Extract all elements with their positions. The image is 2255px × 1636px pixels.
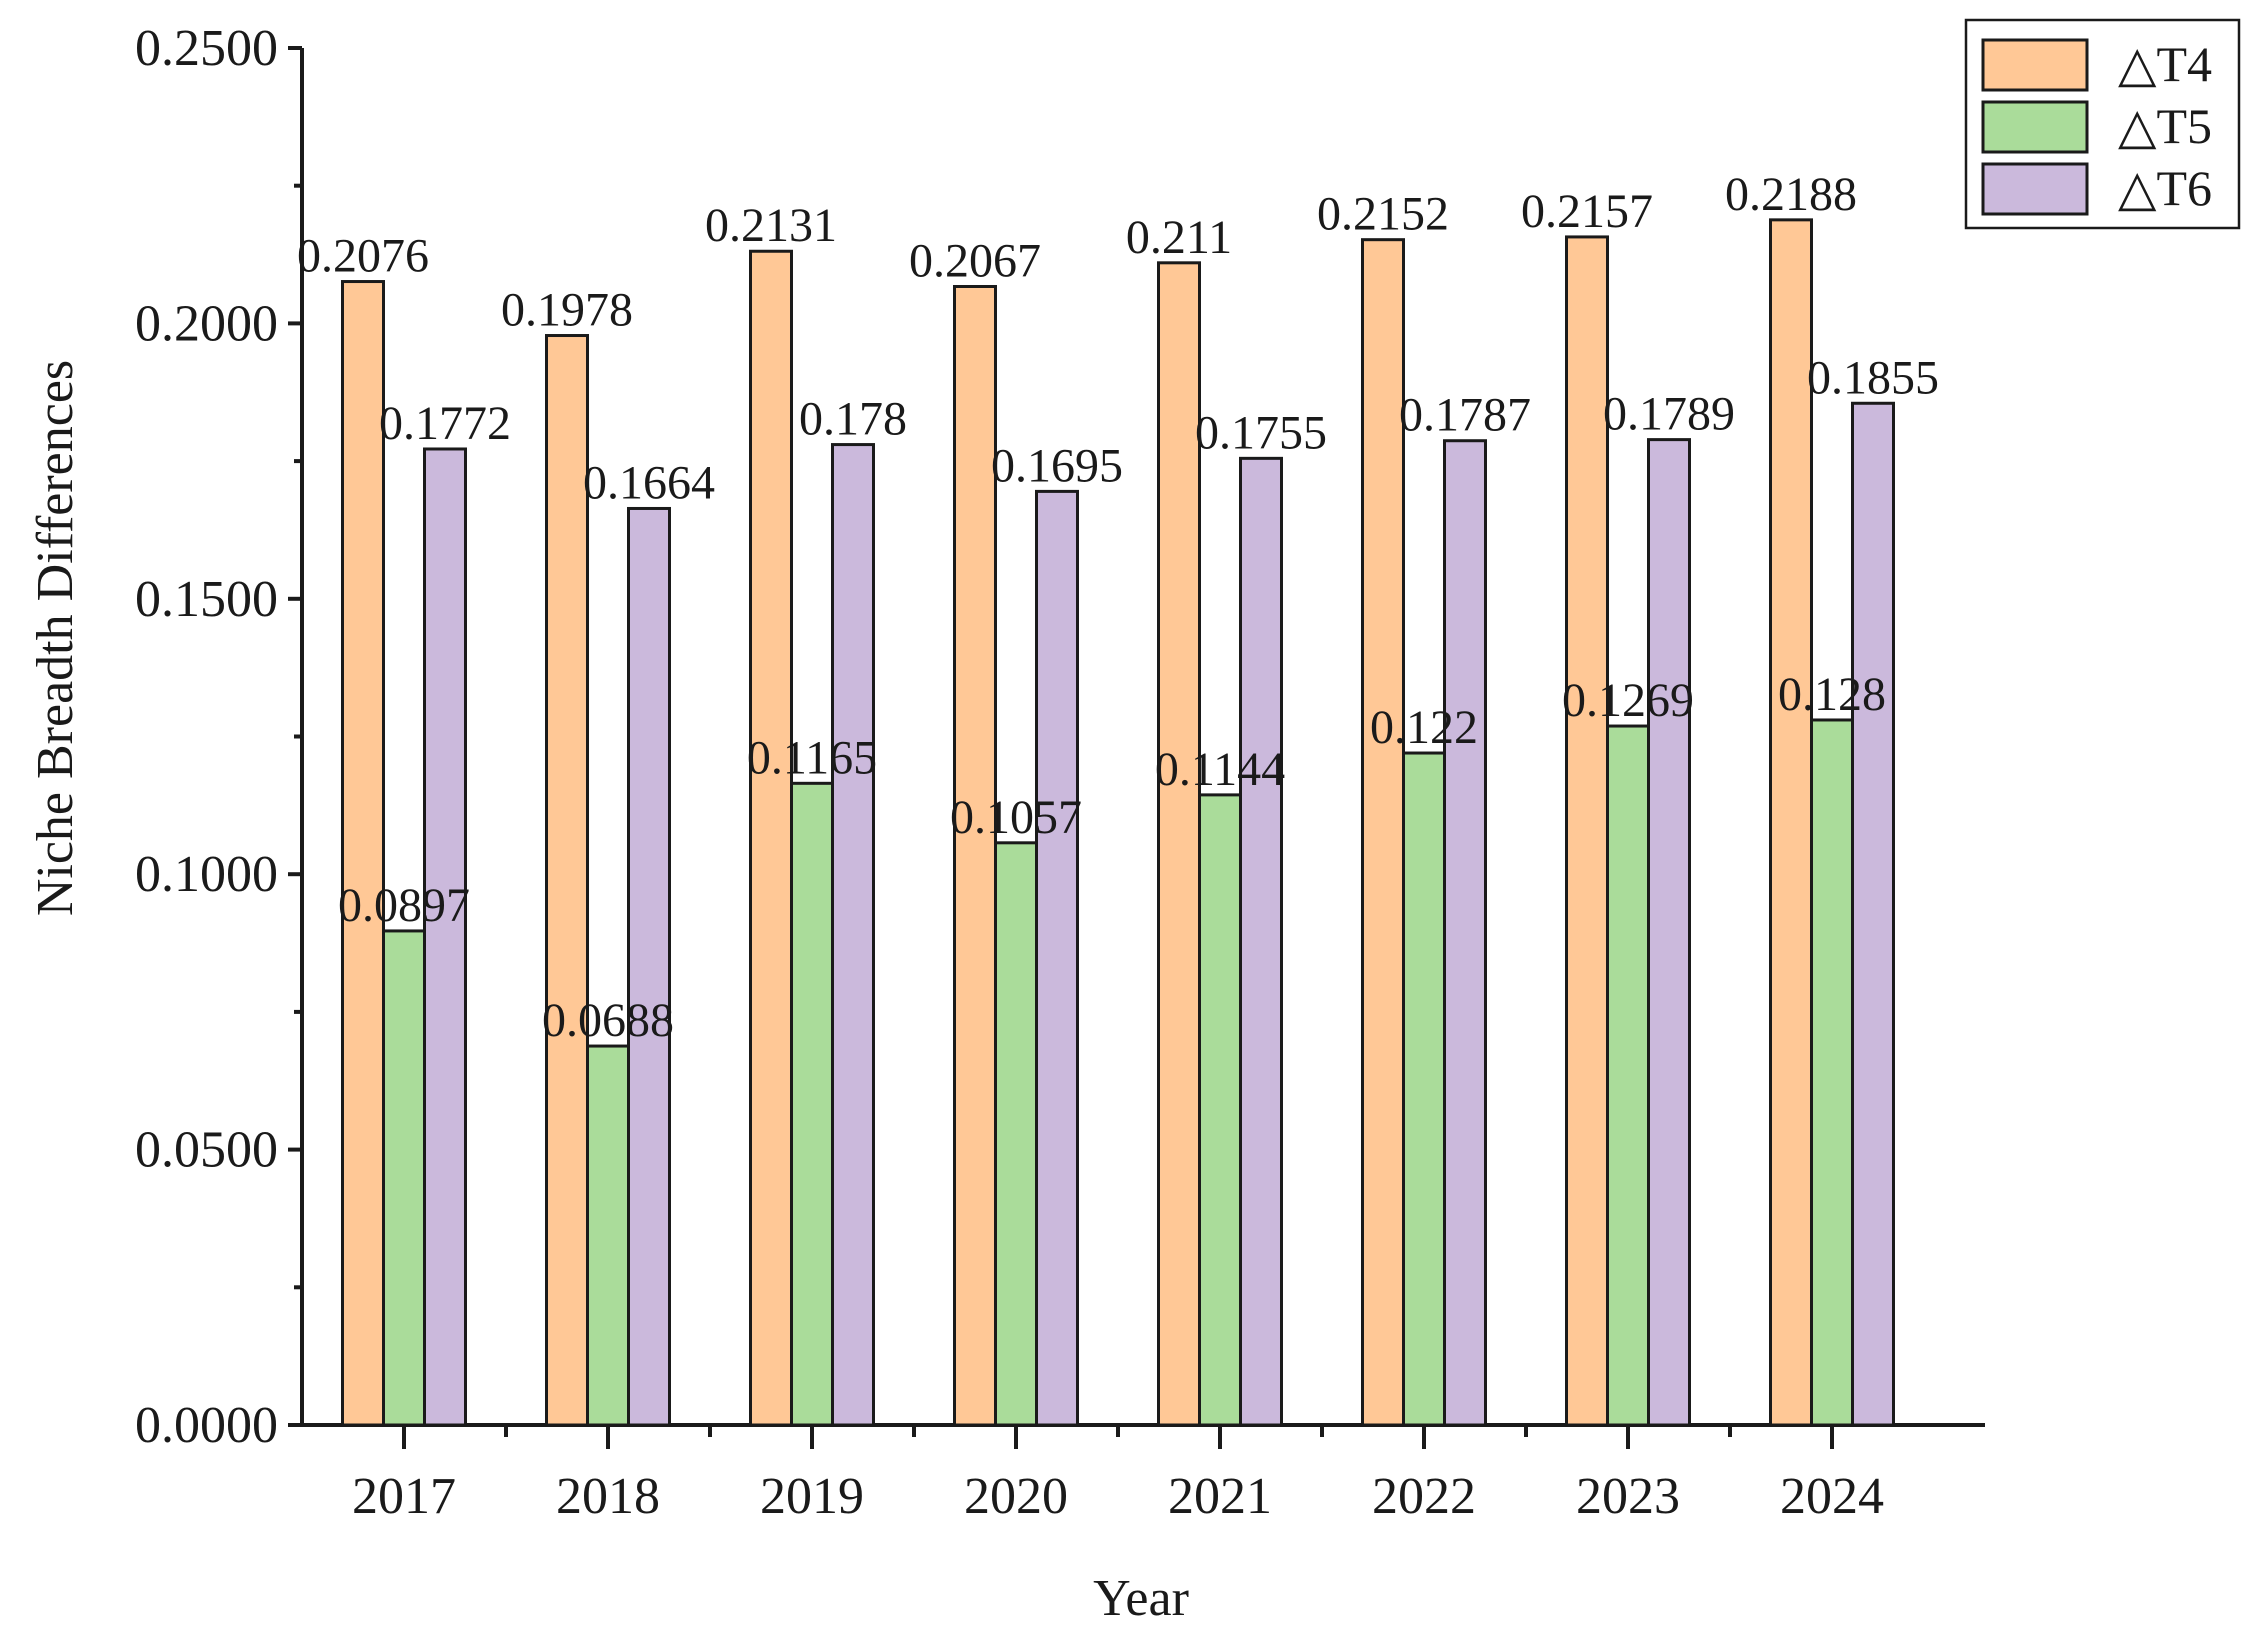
data-label: 0.1755 bbox=[1195, 406, 1327, 459]
data-label: 0.1772 bbox=[379, 397, 511, 450]
bar-5-2024 bbox=[1810, 718, 1854, 1427]
y-tick-label: 0.0500 bbox=[135, 1122, 278, 1179]
legend-swatch bbox=[1981, 162, 2089, 216]
legend-label: △T5 bbox=[2118, 98, 2212, 154]
data-label: 0.2076 bbox=[297, 230, 429, 283]
x-tick-label: 2018 bbox=[556, 1468, 660, 1525]
x-tick-label: 2019 bbox=[760, 1468, 864, 1525]
y-tick-label: 0.2000 bbox=[135, 295, 278, 352]
data-label: 0.2131 bbox=[705, 199, 837, 252]
bar-4-2021 bbox=[1157, 261, 1201, 1427]
data-label: 0.1057 bbox=[950, 791, 1082, 844]
data-label: 0.1978 bbox=[501, 284, 633, 337]
data-labels: 0.2076 0.1978 0.2131 0.2067 0.211 0.2152 0.215… bbox=[297, 168, 1939, 1047]
y-tick-label: 0.1000 bbox=[135, 846, 278, 903]
bar-6-2017 bbox=[423, 447, 467, 1427]
bar-6-2018 bbox=[627, 506, 671, 1427]
bar-4-2020 bbox=[953, 284, 997, 1427]
data-label: 0.2152 bbox=[1317, 188, 1449, 241]
y-tick-label: 0.2500 bbox=[135, 20, 278, 77]
legend-swatch bbox=[1981, 100, 2089, 154]
x-tick-label: 2017 bbox=[352, 1468, 456, 1525]
x-tick-label: 2022 bbox=[1372, 1468, 1476, 1525]
data-label: 0.2067 bbox=[909, 234, 1041, 287]
bar-5-2020 bbox=[994, 841, 1038, 1427]
bar-4-2023 bbox=[1565, 235, 1609, 1427]
data-label: 0.2188 bbox=[1725, 168, 1857, 221]
data-label: 0.178 bbox=[799, 393, 907, 446]
bar-6-2024 bbox=[1851, 401, 1895, 1427]
bar-5-2021 bbox=[1198, 793, 1242, 1427]
y-tick-label: 0.1500 bbox=[135, 571, 278, 628]
legend-label: △T4 bbox=[2118, 36, 2212, 92]
bar-5-2019 bbox=[790, 781, 834, 1427]
data-label: 0.122 bbox=[1370, 701, 1478, 754]
y-axis-title: Niche Breadth Differences bbox=[27, 360, 84, 916]
bar-6-2022 bbox=[1443, 439, 1487, 1427]
x-tick-label: 2021 bbox=[1168, 1468, 1272, 1525]
bars bbox=[341, 218, 1895, 1427]
data-label: 0.1664 bbox=[583, 456, 715, 509]
bar-5-2017 bbox=[382, 929, 426, 1427]
x-tick-label: 2024 bbox=[1780, 1468, 1884, 1525]
bar-6-2019 bbox=[831, 443, 875, 1427]
legend-swatch bbox=[1981, 38, 2089, 92]
data-label: 0.2157 bbox=[1521, 185, 1653, 238]
bar-4-2022 bbox=[1361, 238, 1405, 1427]
legend: △T4 △T5 △T6 bbox=[1964, 18, 2241, 230]
data-label: 0.1855 bbox=[1807, 351, 1939, 404]
data-label: 0.0897 bbox=[338, 879, 470, 932]
data-label: 0.1269 bbox=[1562, 674, 1694, 727]
bar-5-2018 bbox=[586, 1044, 630, 1427]
bar-4-2018 bbox=[545, 334, 589, 1427]
data-label: 0.1787 bbox=[1399, 389, 1531, 442]
bar-5-2022 bbox=[1402, 751, 1446, 1427]
axes: 0.0000 0.0500 0.1000 0.1500 0.2000 0.2500 2017… bbox=[135, 20, 1985, 1525]
data-label: 0.1144 bbox=[1155, 743, 1285, 796]
bar-5-2023 bbox=[1606, 724, 1650, 1427]
data-label: 0.0688 bbox=[542, 994, 674, 1047]
y-tick-label: 0.0000 bbox=[135, 1397, 278, 1454]
data-label: 0.1165 bbox=[747, 731, 877, 784]
data-label: 0.1695 bbox=[991, 439, 1123, 492]
x-tick-label: 2020 bbox=[964, 1468, 1068, 1525]
data-label: 0.1789 bbox=[1603, 388, 1735, 441]
x-axis-title: Year bbox=[1093, 1570, 1189, 1627]
x-tick-label: 2023 bbox=[1576, 1468, 1680, 1525]
data-label: 0.211 bbox=[1126, 211, 1232, 264]
legend-label: △T6 bbox=[2118, 160, 2212, 216]
bar-6-2023 bbox=[1647, 438, 1691, 1427]
bar-4-2017 bbox=[341, 280, 385, 1427]
bar-4-2024 bbox=[1769, 218, 1813, 1427]
data-label: 0.128 bbox=[1778, 668, 1886, 721]
bar-6-2021 bbox=[1239, 456, 1283, 1427]
bar-6-2020 bbox=[1035, 489, 1079, 1427]
bar-4-2019 bbox=[749, 249, 793, 1427]
